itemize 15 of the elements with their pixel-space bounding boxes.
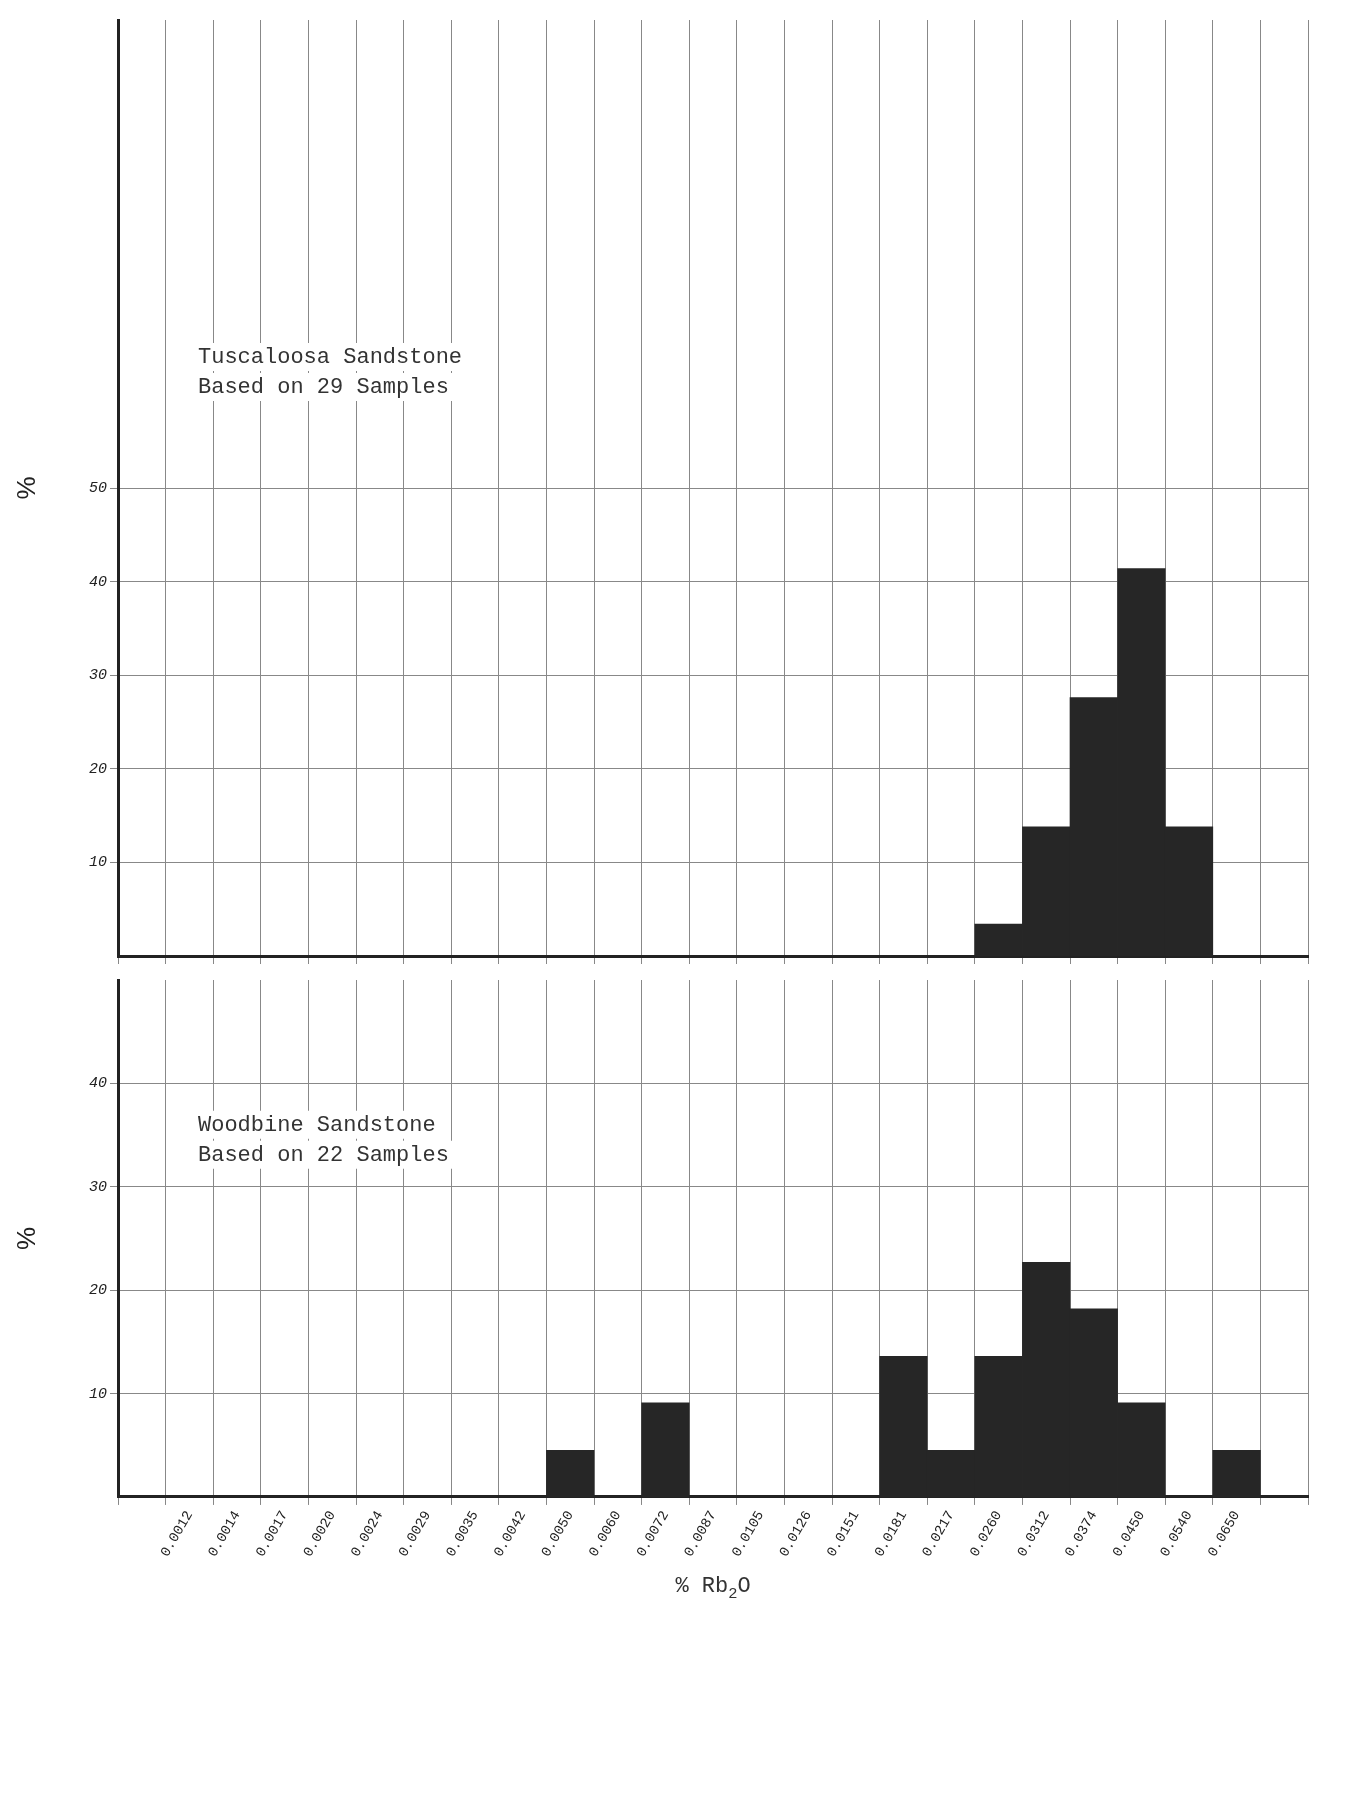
y-tick-label: 20 <box>88 760 107 778</box>
annotation: Based on 29 Samples <box>198 374 449 400</box>
y-tick-label: 30 <box>88 1178 107 1196</box>
y-tick-label: 40 <box>88 1075 107 1093</box>
y-tick-label: 50 <box>88 479 107 497</box>
y-axis-title: % <box>10 1226 41 1251</box>
y-tick-label: 20 <box>88 1282 107 1300</box>
annotation: Woodbine Sandstone <box>198 1112 436 1138</box>
annotation: Based on 22 Samples <box>198 1142 449 1168</box>
y-axis-title: % <box>10 476 41 500</box>
y-tick-label: 30 <box>88 667 107 685</box>
annotation: Tuscaloosa Sandstone <box>198 344 463 370</box>
y-tick-label: 10 <box>88 1385 107 1403</box>
y-tick-label: 40 <box>88 573 107 591</box>
y-tick-label: 10 <box>88 854 107 872</box>
